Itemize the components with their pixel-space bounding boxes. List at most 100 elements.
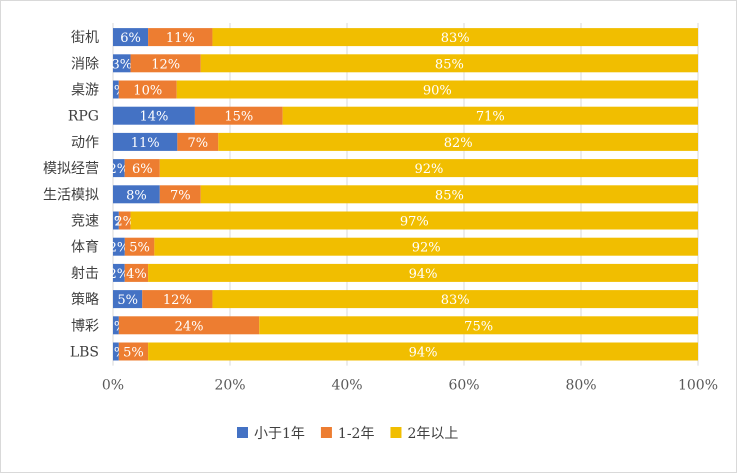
x-tick-label: 80% <box>565 378 596 394</box>
data-label: 7% <box>170 188 191 203</box>
category-label: 体育 <box>71 240 99 256</box>
bar-segment <box>113 132 178 151</box>
bar-segment <box>176 80 698 99</box>
data-label: 75% <box>464 319 493 334</box>
data-label: 12% <box>163 293 192 308</box>
category-label: 街机 <box>71 30 99 46</box>
bar-segment <box>282 106 698 125</box>
legend-swatch <box>237 427 248 438</box>
bar-segment <box>130 211 699 230</box>
bar-segment <box>259 316 698 335</box>
bar-segment <box>113 211 119 230</box>
bar-segment <box>142 290 213 309</box>
bar-segment <box>200 54 698 73</box>
data-label: 3% <box>111 57 132 72</box>
data-label: 90% <box>423 84 452 99</box>
bar-segment <box>113 80 119 99</box>
bar-segment <box>148 342 699 361</box>
bar-segment <box>154 237 698 256</box>
bar-segment <box>212 290 698 309</box>
category-label: LBS <box>70 345 99 361</box>
bar-segment <box>200 185 698 204</box>
category-label: 动作 <box>71 135 99 151</box>
legend-label: 小于1年 <box>254 426 305 442</box>
data-label: 94% <box>409 267 438 282</box>
category-label: 模拟经营 <box>43 161 99 177</box>
data-label: 6% <box>120 31 141 46</box>
bar-segment <box>218 132 699 151</box>
category-label: 射击 <box>71 266 99 282</box>
bar-segment <box>113 290 143 309</box>
legend-swatch <box>320 427 332 438</box>
legend-label: 2年以上 <box>407 426 458 442</box>
x-tick-label: 60% <box>448 378 479 394</box>
data-label: 7% <box>188 136 209 151</box>
data-label: 5% <box>129 241 150 256</box>
data-label: 12% <box>151 57 180 72</box>
data-label: 11% <box>166 31 195 46</box>
legend-swatch <box>390 427 402 438</box>
data-label: 97% <box>400 215 429 230</box>
bar-segment <box>118 316 260 335</box>
bar-segment <box>148 263 699 282</box>
category-label: RPG <box>68 109 99 125</box>
bar-segment <box>177 132 219 151</box>
bar-segment <box>113 316 119 335</box>
x-tick-label: 20% <box>214 378 245 394</box>
data-label: 2% <box>109 241 130 256</box>
category-label: 博彩 <box>71 317 99 334</box>
data-label: 6% <box>132 162 153 177</box>
data-label: 83% <box>441 31 470 46</box>
data-label: 2% <box>109 267 130 282</box>
category-label: 桌游 <box>71 83 99 99</box>
data-label: 83% <box>441 293 470 308</box>
bar-segment <box>113 106 195 125</box>
data-label: 2% <box>114 215 135 230</box>
bar-segment <box>113 185 160 204</box>
data-label: 14% <box>139 110 168 125</box>
bar-segment <box>159 185 201 204</box>
x-tick-label: 40% <box>331 378 362 394</box>
bar-segment <box>113 28 149 47</box>
bar-segment <box>124 263 149 282</box>
data-label: 15% <box>224 110 253 125</box>
data-label: 8% <box>126 188 147 203</box>
bar-segment <box>113 237 125 256</box>
x-tick-label: 100% <box>678 378 718 394</box>
bar-segment <box>124 159 160 178</box>
category-label: 生活模拟 <box>43 187 99 203</box>
bar-segment <box>130 54 201 73</box>
bar-segment <box>124 237 155 256</box>
data-label: 24% <box>175 319 204 334</box>
bar-segment <box>148 28 213 47</box>
bar-segment <box>113 54 131 73</box>
legend-label: 1-2年 <box>338 426 375 442</box>
data-label: 92% <box>412 241 441 256</box>
data-label: 5% <box>117 293 138 308</box>
data-label: 10% <box>133 84 162 99</box>
bar-segment <box>113 263 125 282</box>
bar-segment <box>194 106 283 125</box>
data-label: 11% <box>131 136 160 151</box>
category-label: 消除 <box>71 56 99 72</box>
data-label: 2% <box>109 162 130 177</box>
data-label: 85% <box>435 188 464 203</box>
category-label: 竞速 <box>71 213 99 230</box>
data-label: 71% <box>476 110 505 125</box>
bar-segment <box>118 80 177 99</box>
data-label: 4% <box>126 267 147 282</box>
x-tick-label: 0% <box>102 378 124 394</box>
data-label: 82% <box>444 136 473 151</box>
bar-segment <box>113 159 125 178</box>
bar-segment <box>113 342 119 361</box>
data-label: 85% <box>435 57 464 72</box>
data-label: 5% <box>123 346 144 361</box>
category-label: 策略 <box>71 291 99 308</box>
bar-segment <box>118 342 149 361</box>
data-label: 92% <box>414 162 443 177</box>
bar-segment <box>118 211 131 230</box>
bar-segment <box>159 159 699 178</box>
bar-segment <box>212 28 698 47</box>
